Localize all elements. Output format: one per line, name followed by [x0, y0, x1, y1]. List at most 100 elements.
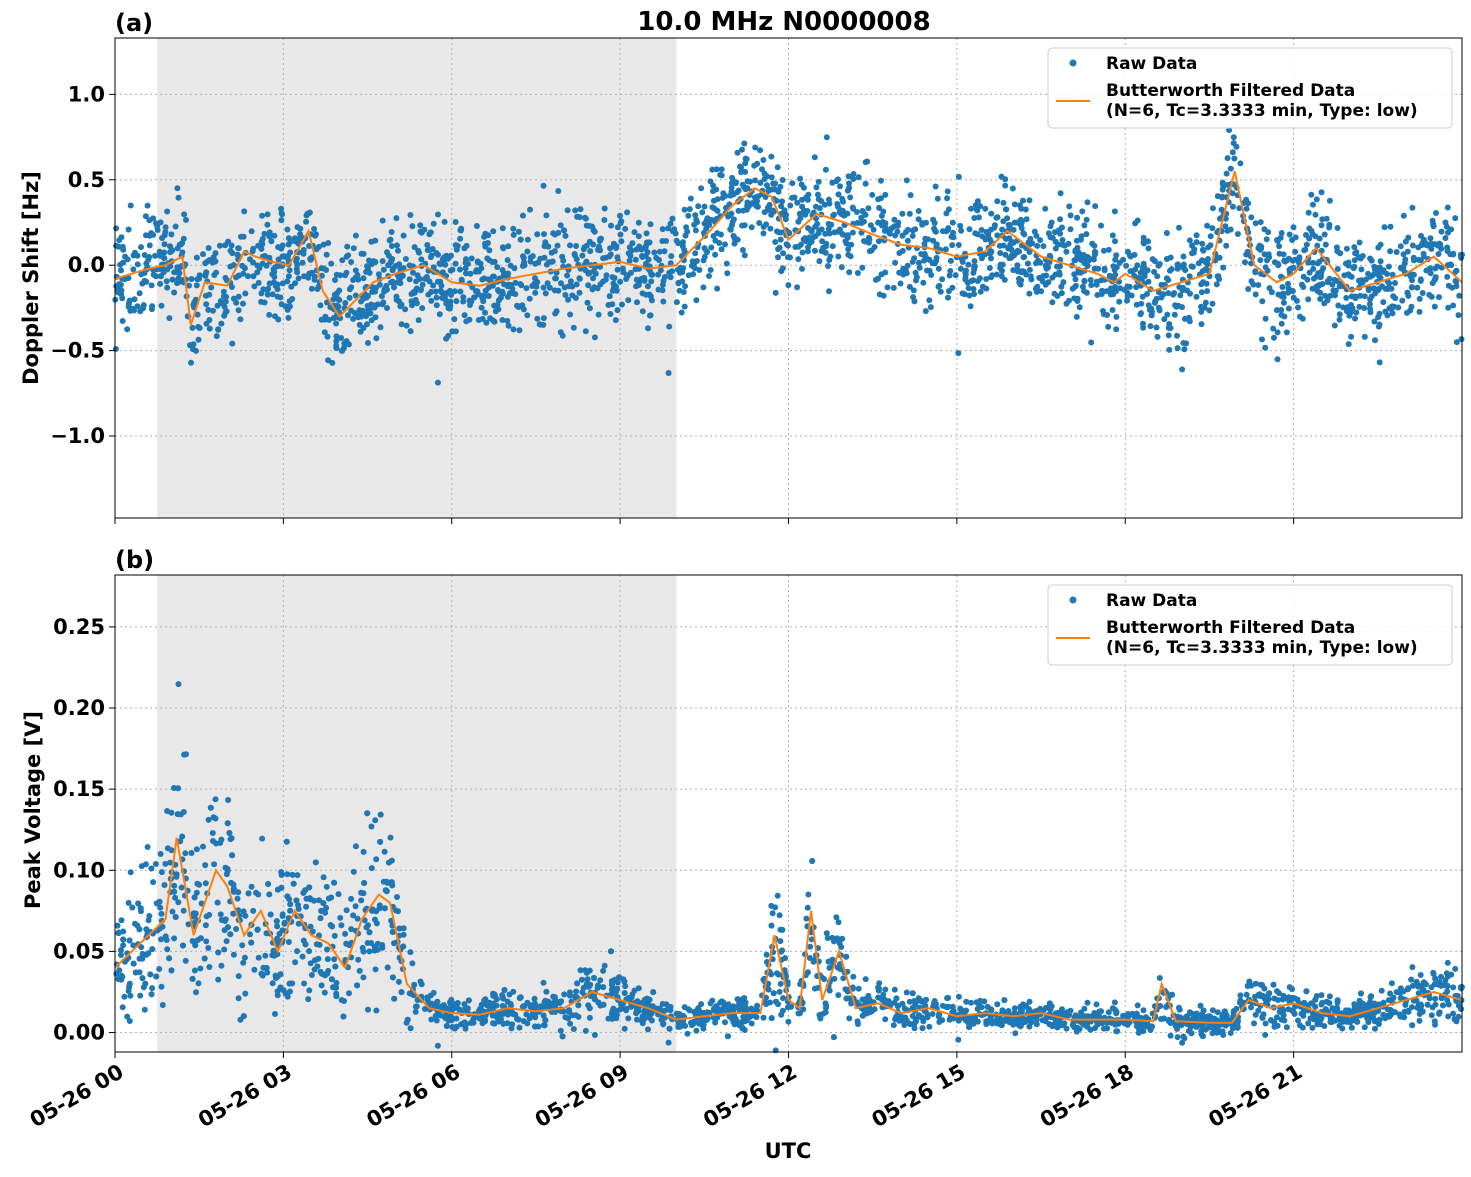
y-axis-label: Doppler Shift [Hz] — [19, 171, 43, 385]
raw-data-point — [1088, 340, 1094, 346]
raw-data-point — [208, 805, 214, 811]
raw-data-point — [282, 920, 288, 926]
raw-data-point — [1287, 984, 1293, 990]
raw-data-point — [805, 197, 811, 203]
raw-data-point — [303, 904, 309, 910]
raw-data-point — [520, 213, 526, 219]
raw-data-point — [1433, 210, 1439, 216]
raw-data-point — [321, 242, 327, 248]
raw-data-point — [1037, 237, 1043, 243]
raw-data-point — [300, 954, 306, 960]
raw-data-point — [615, 224, 621, 230]
raw-data-point — [892, 987, 898, 993]
raw-data-point — [549, 250, 555, 256]
raw-data-point — [1279, 230, 1285, 236]
raw-data-point — [601, 217, 607, 223]
raw-data-point — [920, 280, 926, 286]
raw-data-point — [419, 305, 425, 311]
raw-data-point — [1035, 258, 1041, 264]
raw-data-point — [577, 214, 583, 220]
raw-data-point — [1081, 288, 1087, 294]
raw-data-point — [266, 312, 272, 318]
raw-data-point — [1074, 215, 1080, 221]
raw-data-point — [492, 259, 498, 265]
raw-data-point — [368, 940, 374, 946]
raw-data-point — [843, 954, 849, 960]
raw-data-point — [1237, 998, 1243, 1004]
raw-data-point — [1225, 155, 1231, 161]
raw-data-point — [629, 240, 635, 246]
raw-data-point — [823, 1009, 829, 1015]
raw-data-point — [384, 888, 390, 894]
raw-data-point — [453, 219, 459, 225]
raw-data-point — [549, 259, 555, 265]
raw-data-point — [682, 283, 688, 289]
raw-data-point — [924, 268, 930, 274]
raw-data-point — [375, 941, 381, 947]
raw-data-point — [657, 249, 663, 255]
raw-data-point — [213, 816, 219, 822]
raw-data-point — [292, 280, 298, 286]
raw-data-point — [1388, 224, 1394, 230]
raw-data-point — [1204, 223, 1210, 229]
raw-data-point — [1125, 249, 1131, 255]
raw-data-point — [608, 223, 614, 229]
raw-data-point — [722, 1019, 728, 1025]
raw-data-point — [215, 900, 221, 906]
raw-data-point — [128, 869, 134, 875]
raw-data-point — [1409, 1004, 1415, 1010]
raw-data-point — [1372, 1026, 1378, 1032]
raw-data-point — [699, 209, 705, 215]
raw-data-point — [634, 299, 640, 305]
raw-data-point — [508, 263, 514, 269]
raw-data-point — [1016, 276, 1022, 282]
raw-data-point — [733, 179, 739, 185]
raw-data-point — [541, 980, 547, 986]
raw-data-point — [1079, 1013, 1085, 1019]
raw-data-point — [585, 282, 591, 288]
raw-data-point — [807, 944, 813, 950]
raw-data-point — [613, 245, 619, 251]
raw-data-point — [203, 271, 209, 277]
raw-data-point — [595, 982, 601, 988]
raw-data-point — [137, 290, 143, 296]
raw-data-point — [361, 849, 367, 855]
raw-data-point — [254, 263, 260, 269]
raw-data-point — [975, 278, 981, 284]
raw-data-point — [1428, 235, 1434, 241]
raw-data-point — [647, 313, 653, 319]
raw-data-point — [1386, 305, 1392, 311]
raw-data-point — [447, 288, 453, 294]
raw-data-point — [740, 182, 746, 188]
raw-data-point — [949, 285, 955, 291]
raw-data-point — [1091, 243, 1097, 249]
raw-data-point — [948, 258, 954, 264]
raw-data-point — [1092, 203, 1098, 209]
raw-data-point — [235, 245, 241, 251]
raw-data-point — [763, 221, 769, 227]
raw-data-point — [843, 238, 849, 244]
raw-data-point — [502, 987, 508, 993]
raw-data-point — [1382, 224, 1388, 230]
raw-data-point — [318, 915, 324, 921]
raw-data-point — [1021, 1019, 1027, 1025]
raw-data-point — [796, 244, 802, 250]
raw-data-point — [287, 981, 293, 987]
raw-data-point — [882, 270, 888, 276]
raw-data-point — [285, 307, 291, 313]
raw-data-point — [284, 278, 290, 284]
raw-data-point — [1233, 1006, 1239, 1012]
raw-data-point — [1205, 261, 1211, 267]
raw-data-point — [336, 297, 342, 303]
raw-data-point — [680, 243, 686, 249]
raw-data-point — [1327, 198, 1333, 204]
raw-data-point — [905, 238, 911, 244]
raw-data-point — [668, 274, 674, 280]
raw-data-point — [1297, 1022, 1303, 1028]
raw-data-point — [255, 892, 261, 898]
raw-data-point — [215, 327, 221, 333]
raw-data-point — [776, 229, 782, 235]
raw-data-point — [192, 894, 198, 900]
raw-data-point — [795, 219, 801, 225]
raw-data-point — [149, 946, 155, 952]
